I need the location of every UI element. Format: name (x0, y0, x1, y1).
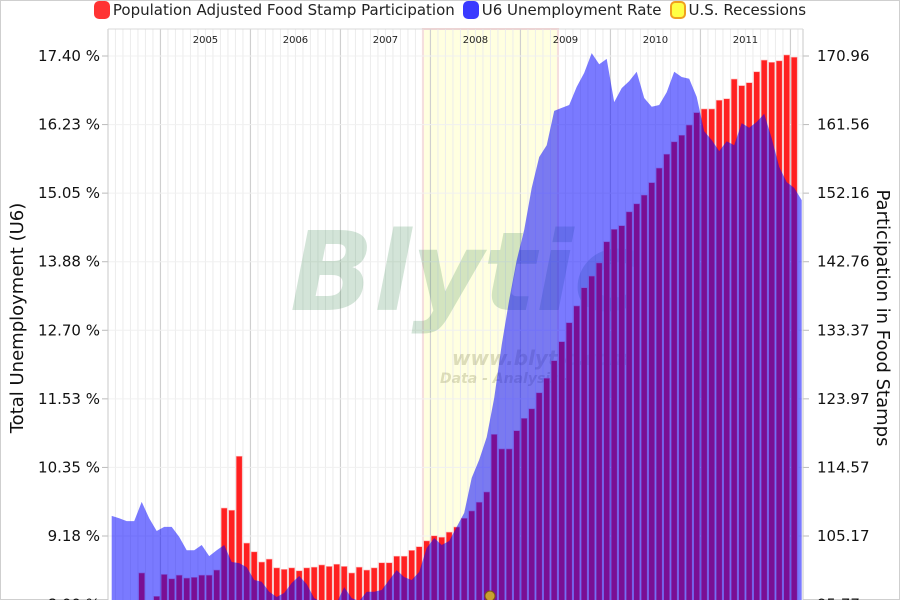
right-tick-label: 142.76 (817, 253, 870, 271)
food-stamp-bar (235, 455, 243, 600)
left-tick-label: 9.18 % (48, 527, 100, 545)
year-label: 2006 (283, 35, 308, 46)
legend-swatch-food-stamps (93, 1, 110, 19)
left-tick-label: 16.23 % (38, 116, 100, 134)
left-tick-label: 15.05 % (38, 184, 100, 202)
food-stamp-bar (318, 564, 326, 600)
food-stamp-bar (280, 569, 288, 600)
left-tick-label: 12.70 % (38, 321, 100, 339)
food-stamp-bar (378, 562, 386, 600)
right-tick-label: 170.96 (817, 47, 870, 65)
right-tick-label: 123.97 (817, 390, 870, 408)
left-tick-label: 11.53 % (38, 390, 100, 408)
legend-label-u6: U6 Unemployment Rate (481, 1, 662, 19)
legend-item-recessions[interactable]: U.S. Recessions (669, 1, 807, 19)
right-tick-label: 133.37 (817, 321, 870, 339)
year-label: 2005 (193, 35, 218, 46)
year-label: 2007 (373, 35, 398, 46)
left-tick-label: 17.40 % (38, 47, 100, 65)
food-stamp-bar (348, 572, 356, 600)
legend-item-food-stamps[interactable]: Population Adjusted Food Stamp Participa… (93, 1, 455, 19)
year-label: 2010 (643, 35, 668, 46)
food-stamp-bar (340, 566, 348, 600)
legend-label-food-stamps: Population Adjusted Food Stamp Participa… (112, 1, 455, 19)
food-stamp-bar (273, 567, 281, 600)
legend-swatch-u6 (462, 1, 479, 19)
year-label: 2008 (463, 35, 488, 46)
legend-swatch-recessions (669, 1, 686, 19)
legend: Population Adjusted Food Stamp Participa… (0, 1, 900, 19)
food-stamp-bar (310, 566, 318, 600)
food-stamp-bar (325, 566, 333, 600)
right-tick-label: 95.77 (817, 596, 860, 600)
left-tick-label: 10.35 % (38, 458, 100, 476)
year-label: 2011 (733, 35, 758, 46)
right-tick-label: 161.56 (817, 116, 870, 134)
event-marker-icon[interactable] (484, 590, 496, 600)
food-stamp-bar (333, 563, 341, 600)
left-axis-title: Total Unemployment (U6) (7, 203, 28, 435)
right-tick-label: 114.57 (817, 458, 870, 476)
right-axis-title: Participation in Food Stamps (872, 190, 893, 447)
left-tick-label: 13.88 % (38, 253, 100, 271)
right-tick-label: 105.17 (817, 527, 870, 545)
food-stamp-bar (370, 567, 378, 600)
left-tick-label: 8.00 % (48, 596, 100, 600)
food-stamp-bar (265, 558, 273, 600)
food-stamp-bar (363, 569, 371, 600)
legend-item-u6[interactable]: U6 Unemployment Rate (462, 1, 662, 19)
legend-label-recessions: U.S. Recessions (688, 1, 807, 19)
year-label: 2009 (553, 35, 578, 46)
right-tick-label: 152.16 (817, 184, 870, 202)
u6-area (111, 53, 802, 600)
food-stamp-bar (355, 566, 363, 600)
